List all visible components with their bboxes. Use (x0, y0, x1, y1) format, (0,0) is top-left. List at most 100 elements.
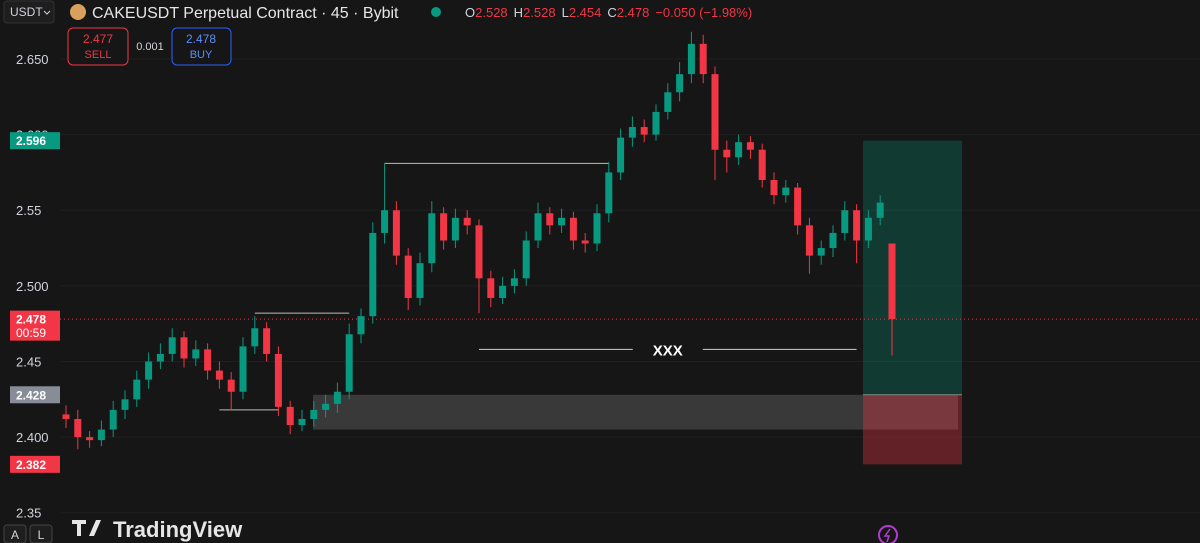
price-tag-label: 2.596 (16, 134, 46, 148)
candle-body (652, 111, 660, 135)
candle-body (876, 202, 884, 218)
supply-zone (313, 394, 958, 430)
sell-button[interactable] (67, 27, 129, 66)
candle-body (829, 232, 837, 249)
candle-body (735, 142, 743, 158)
candle-body (581, 240, 589, 244)
price-tag-label: 2.428 (16, 388, 46, 402)
candle-body (333, 391, 341, 404)
candle-body (794, 187, 802, 226)
y-tick-label: 2.650 (16, 52, 49, 67)
auto-scale-button[interactable] (3, 524, 27, 543)
candle-body (416, 263, 424, 298)
price-tag (10, 132, 60, 150)
flash-bolt (883, 528, 891, 543)
coin-icon (70, 4, 86, 20)
candle-body (97, 429, 105, 441)
buy-button[interactable] (171, 27, 232, 66)
candle-body (180, 337, 188, 359)
buy-label: BUY (190, 49, 213, 61)
candle-body (86, 437, 94, 441)
candle-body (758, 149, 766, 180)
candle-body (534, 213, 542, 241)
change: −0.050 (−1.98%) (655, 5, 752, 20)
candle-body (392, 210, 400, 256)
profit-area (863, 140, 962, 395)
candle-body (192, 349, 200, 359)
candle-body (546, 213, 554, 226)
candle-body (251, 328, 259, 347)
price-axis (0, 24, 60, 519)
symbol-menu[interactable] (3, 0, 55, 24)
price-tag-label: 2.478 (16, 313, 46, 327)
candle-body (156, 353, 164, 362)
candle-body (227, 379, 235, 392)
chevron (43, 10, 51, 15)
candle-body (74, 418, 82, 438)
candle-body (369, 232, 377, 317)
loss-area (863, 394, 962, 465)
candle-body (357, 316, 365, 335)
candle-body (888, 243, 896, 320)
candle-body (499, 285, 507, 298)
candle-body (109, 409, 117, 430)
status-dot (431, 7, 441, 17)
candle-body (381, 210, 389, 233)
candle-body (428, 213, 436, 264)
candle-body (699, 43, 707, 75)
candle-body (676, 74, 684, 93)
candle-body (487, 278, 495, 298)
candle-body (298, 418, 306, 426)
candle-body (569, 217, 577, 241)
candle-body (628, 127, 636, 138)
candle-body (168, 337, 176, 354)
candle-body (711, 74, 719, 150)
y-tick-label: 2.55 (16, 203, 41, 218)
candle-body (475, 225, 483, 279)
log-scale-label: L (38, 528, 45, 542)
ohlc-key: H (514, 5, 523, 20)
candle-body (286, 406, 294, 426)
candle-body (440, 213, 448, 241)
price-tag (10, 310, 60, 341)
sell-price: 2.477 (83, 32, 113, 46)
candle-body (463, 217, 471, 226)
candle-body (310, 409, 318, 419)
candle-body (640, 127, 648, 135)
candle-body (133, 379, 141, 400)
candle-body (841, 210, 849, 233)
candle-body (853, 210, 861, 241)
candle-body (817, 248, 825, 256)
brand-logo (72, 520, 101, 536)
ohlc-key: L (562, 5, 569, 20)
spread: 0.001 (136, 41, 164, 53)
candle-body (593, 213, 601, 244)
y-tick-label: 2.500 (16, 279, 49, 294)
candle-body (121, 399, 129, 410)
level-label: XXX (653, 342, 683, 359)
ohlc-value: 2.478 (617, 5, 650, 20)
ohlc-readout: O2.528 H2.528 L2.454 C2.478 −0.050 (−1.98%) (465, 5, 752, 20)
countdown: 00:59 (16, 326, 46, 340)
candle-body (145, 361, 153, 380)
candle-body (62, 414, 70, 419)
auto-scale-label: A (11, 528, 19, 542)
symbol-menu-label: USDT (10, 5, 43, 19)
candle-body (404, 255, 412, 298)
ohlc-value: 2.454 (569, 5, 602, 20)
candle-body (510, 278, 518, 286)
candle-body (770, 179, 778, 196)
candle-body (864, 217, 872, 241)
candle-body (204, 349, 212, 371)
candle-body (239, 346, 247, 392)
y-tick-label: 2.35 (16, 506, 41, 521)
flash-icon[interactable] (878, 525, 898, 543)
log-scale-button[interactable] (29, 524, 53, 543)
ohlc-key: O (465, 5, 475, 20)
candle-body (617, 137, 625, 173)
price-tag (10, 386, 60, 404)
candle-body (746, 142, 754, 150)
candle-body (522, 240, 530, 279)
candle-body (322, 403, 330, 410)
